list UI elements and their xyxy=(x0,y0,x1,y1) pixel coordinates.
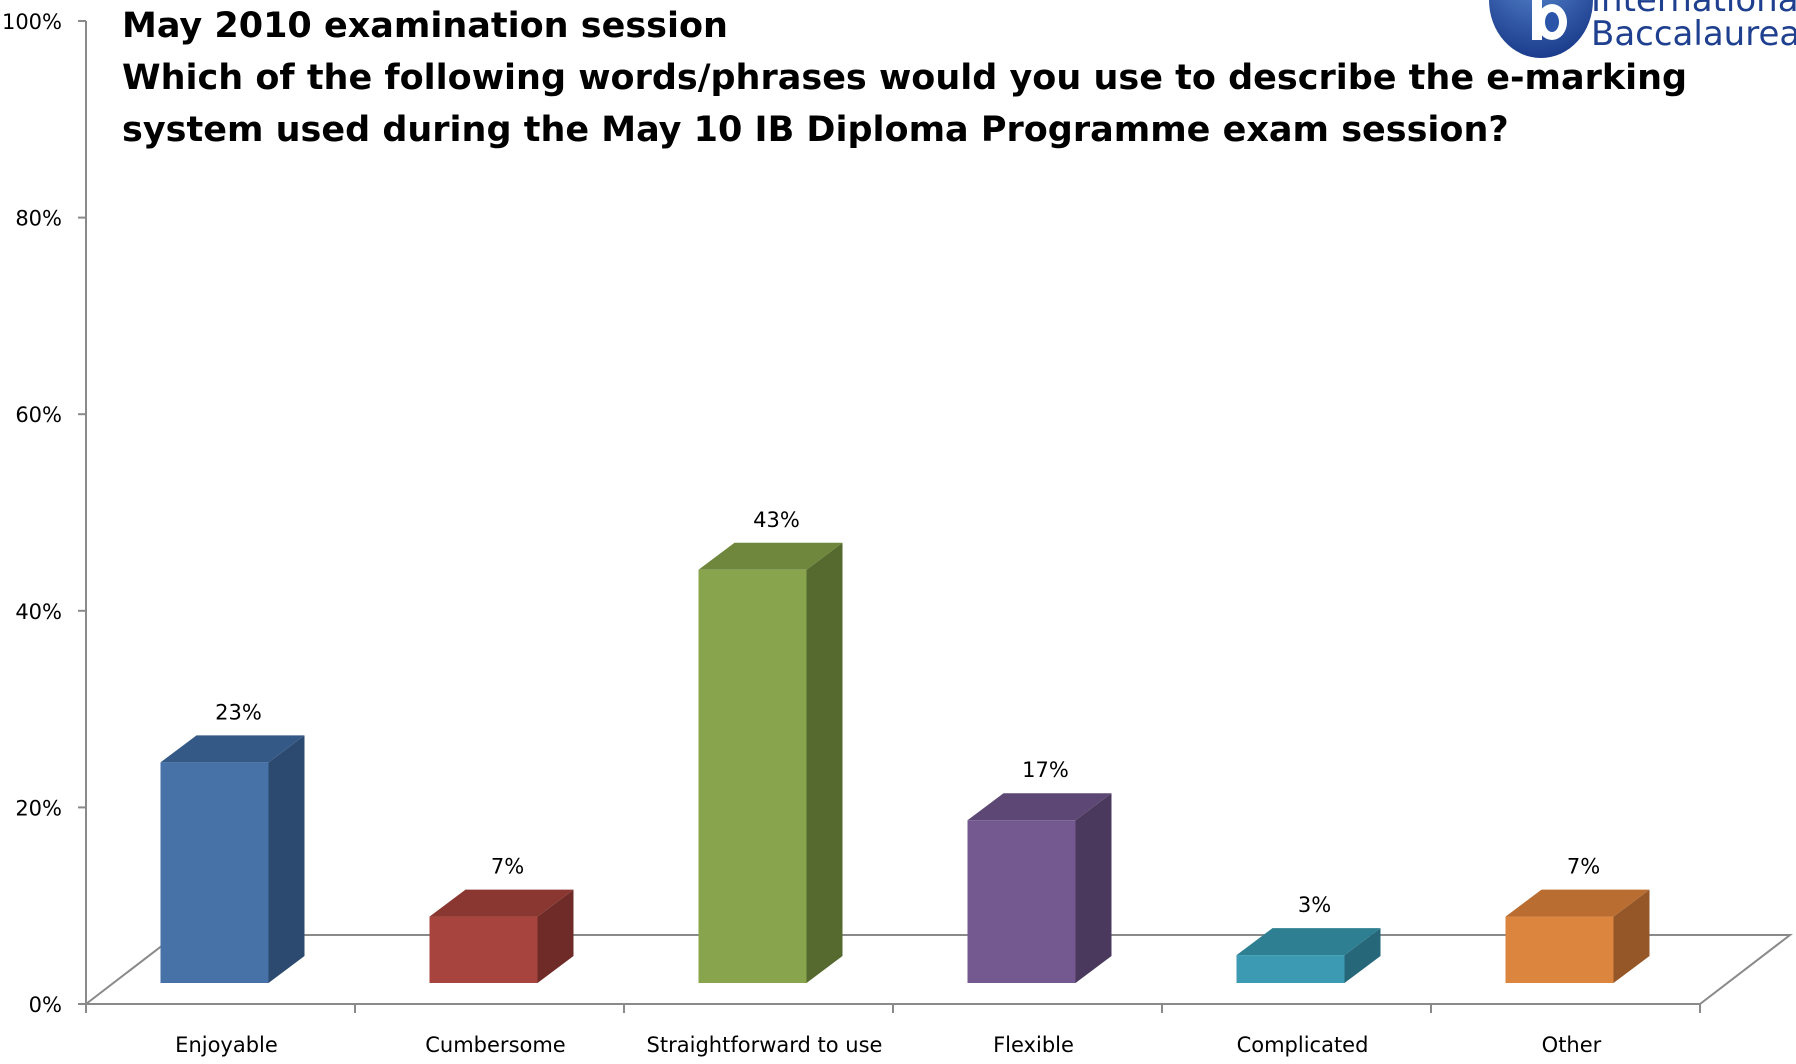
y-tick-label: 20% xyxy=(15,796,62,820)
bar xyxy=(1236,955,1345,983)
logo-text-baccalaureate: Baccalaureate xyxy=(1591,14,1796,54)
y-tick-label: 0% xyxy=(29,993,62,1017)
chart-title-block: May 2010 examination session Which of th… xyxy=(122,0,1688,156)
x-tick-label: Cumbersome xyxy=(425,1033,565,1057)
data-label: 23% xyxy=(215,700,262,724)
chart-title: May 2010 examination session xyxy=(122,6,728,46)
bar-group xyxy=(160,735,305,983)
bar-top xyxy=(1236,928,1381,956)
bar xyxy=(160,762,269,983)
bar-group xyxy=(1236,928,1381,983)
y-tick-label: 80% xyxy=(15,207,62,231)
bar-side xyxy=(806,542,843,983)
bar-side xyxy=(1613,889,1650,983)
bar-side xyxy=(1344,928,1381,983)
chart-axes xyxy=(78,20,1701,1013)
bar-side xyxy=(268,735,305,983)
bar-group xyxy=(1505,889,1650,983)
bar-top xyxy=(429,889,574,917)
y-tick-label: 100% xyxy=(2,10,62,34)
bar-group xyxy=(967,793,1112,983)
chart-bars xyxy=(160,542,1650,983)
x-tick-label: Complicated xyxy=(1237,1033,1369,1057)
bar xyxy=(967,820,1076,983)
bar-group xyxy=(429,889,574,983)
bar-top xyxy=(967,793,1112,821)
ib-logo: International Baccalaureate xyxy=(1486,0,1796,62)
bar xyxy=(1505,916,1614,983)
logo-text-international: International xyxy=(1591,0,1796,20)
y-tick-label: 40% xyxy=(15,600,62,624)
x-tick-label: Flexible xyxy=(993,1033,1074,1057)
data-label: 43% xyxy=(753,508,800,532)
bar-top xyxy=(1505,889,1650,917)
ib-logo-icon xyxy=(1489,0,1593,58)
bar-side xyxy=(1075,793,1112,983)
x-tick-label: Enjoyable xyxy=(175,1033,278,1057)
y-tick-label: 60% xyxy=(15,403,62,427)
chart-labels: 0% 20% 40% 60% 80% 100% 7% Other 3% Complicated 17… xyxy=(2,10,1602,1057)
bar-top xyxy=(698,542,843,570)
bar xyxy=(429,916,538,983)
bar-group xyxy=(698,542,843,983)
x-tick-label: Other xyxy=(1542,1033,1602,1057)
bar-side xyxy=(537,889,574,983)
data-label: 3% xyxy=(1298,893,1331,917)
chart-subtitle-line-1: Which of the following words/phrases wou… xyxy=(122,58,1688,98)
data-label: 7% xyxy=(1567,855,1600,879)
x-tick-label: Straightforward to use xyxy=(647,1033,883,1057)
bar xyxy=(698,569,807,983)
bar-top xyxy=(160,735,305,763)
data-label: 17% xyxy=(1022,758,1069,782)
chart-subtitle-line-2: system used during the May 10 IB Diploma… xyxy=(122,110,1509,150)
data-label: 7% xyxy=(491,855,524,879)
